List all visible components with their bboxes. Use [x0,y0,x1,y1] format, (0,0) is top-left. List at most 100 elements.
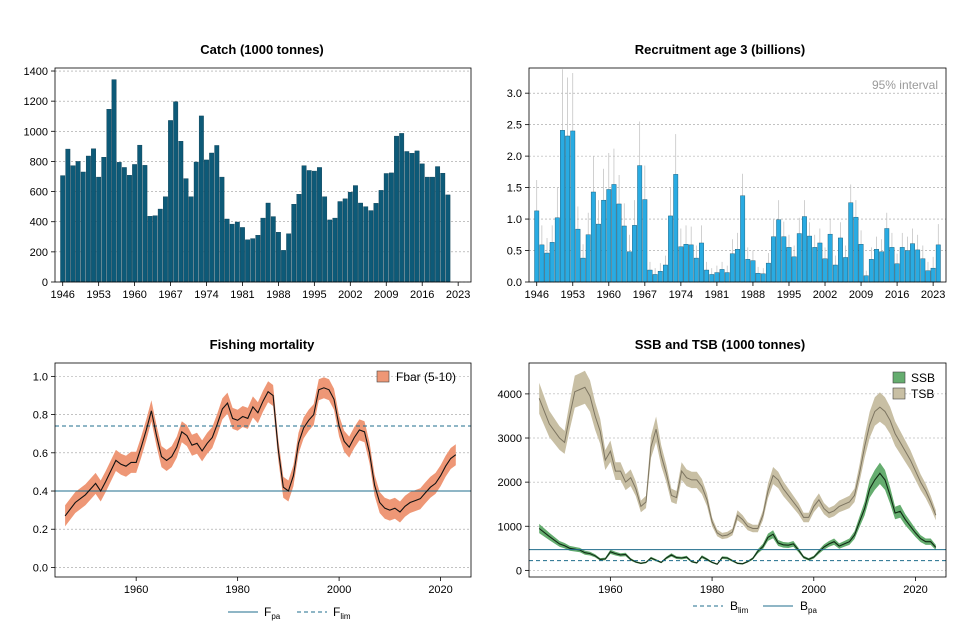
y-tick-label: 1.5 [507,183,522,195]
y-tick-label: 3.0 [507,88,522,100]
catch-bar [219,176,225,283]
catch-bar [255,235,261,283]
recruitment-bar [930,267,936,283]
x-tick-label: 1967 [633,289,657,301]
catch-bar [127,175,132,283]
recruitment-bar [889,247,895,283]
recruitment-bar [812,247,818,283]
recruitment-bar [626,251,632,283]
catch-bar [188,196,194,283]
recruitment-bar [848,202,854,283]
x-tick-label: 1981 [230,289,254,301]
catch-bar [322,196,328,283]
y-tick-label: 2000 [498,477,522,489]
y-tick-label: 2.0 [507,151,522,163]
y-tick-label: 3000 [498,433,522,445]
recruitment-title: Recruitment age 3 (billions) [635,42,805,57]
catch-bar [270,216,276,283]
x-tick-label: 1981 [705,289,729,301]
y-tick-label: 0.5 [507,246,522,258]
fbar-line [64,387,457,517]
blim-legend-label: Blim [730,599,749,615]
recruitment-bar [735,249,740,283]
y-tick-label: 0.0 [33,562,48,574]
recruitment-bar [657,271,663,283]
catch-bar [70,165,76,283]
catch-bar [137,144,143,283]
recruitment-bar [729,253,735,283]
recruitment-bar [843,257,849,283]
catch-bar [383,173,389,283]
catch-bar [183,178,189,283]
catch-bar [347,191,353,283]
catch-bar [353,185,358,283]
recruitment-bar [724,272,730,283]
recruitment-bar [925,270,931,283]
x-tick-label: 1980 [225,584,249,596]
recruitment-bar [781,236,787,283]
recruitment-bar [776,219,782,283]
catch-bar [358,202,363,283]
catch-bar [234,221,240,283]
recruitment-bar [590,191,596,283]
recruitment-bar [771,236,776,283]
recruitment-bar [647,269,653,283]
catch-bar [286,233,292,283]
catch-bar [96,176,102,283]
interval-annotation: 95% interval [872,78,938,92]
catch-bar [147,216,153,283]
tsb-legend-label: TSB [911,387,934,401]
recruitment-bar [699,242,704,283]
y-tick-label: 0.8 [33,410,48,422]
recruitment-bar [755,272,761,283]
catch-bar [332,217,338,283]
catch-bar [121,167,127,283]
recruitment-bar [683,244,689,283]
recruitment-bar [714,272,720,283]
catch-bar [317,167,322,283]
recruitment-bar [765,262,771,283]
recruitment-bar [632,225,637,283]
recruitment-bar [874,249,879,283]
y-tick-label: 2.5 [507,120,522,132]
x-tick-label: 2002 [338,289,362,301]
x-tick-label: 1960 [124,584,148,596]
catch-bar [204,159,209,283]
x-tick-label: 2023 [921,289,945,301]
catch-bar [419,163,425,283]
x-tick-label: 1960 [598,584,622,596]
recruitment-bar [611,184,617,283]
recruitment-bar [534,210,540,283]
fishing-mortality-panel: Fishing mortality 0.0 0.2 0.4 0.6 0.8 1.0 196… [33,337,472,621]
catch-bar [209,152,215,283]
fbar-confidence-band [65,377,456,527]
catch-bar [193,161,199,283]
catch-bar [378,190,384,283]
recruitment-bar [827,233,833,283]
recruitment-bar [678,246,684,283]
catch-bar [435,166,441,283]
recruitment-bar [745,259,751,283]
x-tick-label: 1995 [302,289,326,301]
catch-bar [373,203,379,283]
y-tick-label: 800 [30,156,48,168]
catch-bar [250,238,256,283]
x-tick-label: 2002 [813,289,837,301]
f-refs-legend: Fpa Flim [228,605,351,621]
catch-bar [80,171,86,283]
recruitment-bar [750,260,756,283]
recruitment-bar [704,269,710,283]
catch-bar [101,157,107,283]
x-tick-label: 2000 [327,584,351,596]
recruitment-bar [575,228,581,283]
catch-bar [60,175,66,283]
catch-bar [394,135,399,283]
recruitment-bar [740,195,746,283]
ssb-tsb-frame [528,362,947,578]
catch-bar [85,155,91,283]
x-tick-label: 1974 [194,289,218,301]
catch-bar [445,194,451,283]
catch-bar [173,101,179,283]
recruitment-bar [596,223,601,283]
